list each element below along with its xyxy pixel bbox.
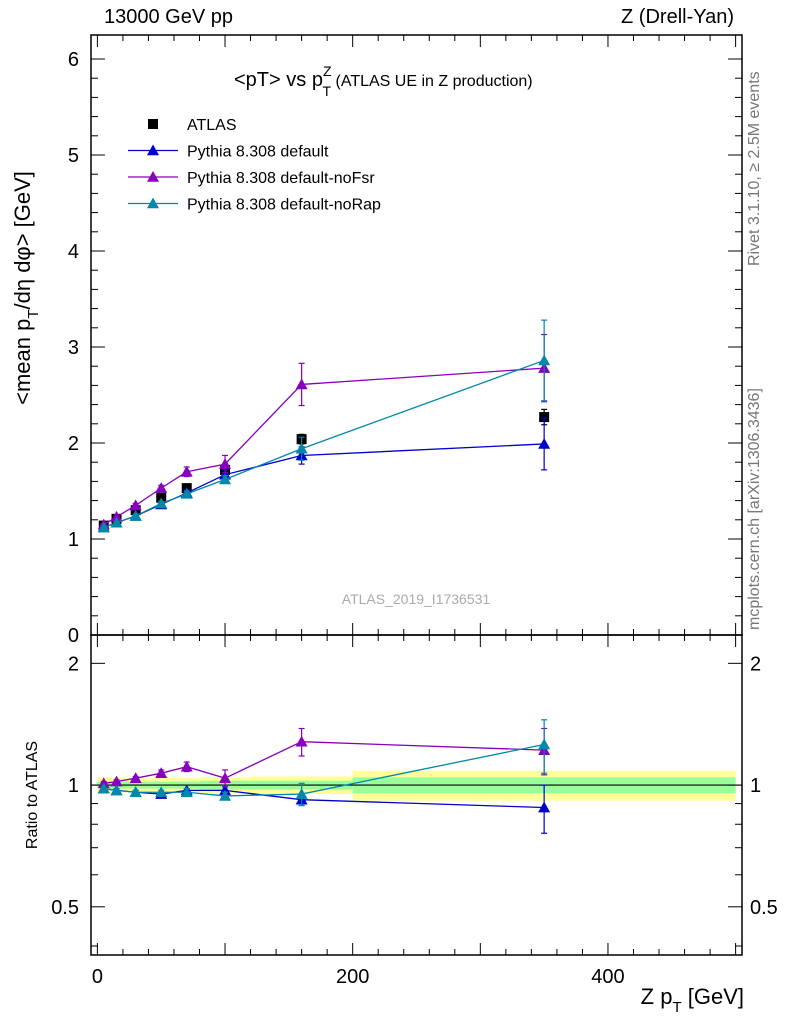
y-tick-label: 0 [68,625,79,647]
legend-label: ATLAS [187,117,237,134]
ratio-y-tick-label: 1 [68,775,79,797]
ratio-data-point [295,735,308,747]
data-point [180,465,193,477]
series-line [103,367,545,526]
y-tick-label: 3 [68,337,79,359]
y-tick-label: 5 [68,145,79,167]
legend-marker [147,144,159,156]
legend-label: Pythia 8.308 default-noFsr [187,170,375,187]
legend-marker [148,119,158,129]
ratio-data-point [180,760,193,772]
series-line [103,443,545,529]
data-point [180,487,193,499]
data-point [97,521,110,533]
legend-label: Pythia 8.308 default-noRap [187,197,381,214]
data-point [219,473,232,485]
series-pythia-8-308-default [97,417,551,533]
ratio-series-line [103,741,545,784]
series-atlas [98,408,550,531]
series-line [103,359,545,529]
legend-label: Pythia 8.308 default [187,144,329,161]
ratio-data-point [219,772,232,783]
ratio-y-tick-label-right: 1 [750,775,761,797]
ratio-data-point [110,784,123,796]
ratio-data-point [110,775,123,787]
series-pythia-8-308-default-nofsr [97,333,551,530]
data-point [538,354,551,366]
ratio-y-axis-title: Ratio to ATLAS [24,741,41,849]
ratio-data-point [97,782,110,794]
analysis-watermark: ATLAS_2019_I1736531 [342,591,491,607]
ratio-data-point [538,738,551,750]
ratio-uncertainty-bands [97,770,736,801]
data-point [110,510,123,522]
ratio-data-point [180,786,193,798]
data-point [129,499,142,511]
data-point [129,509,142,521]
data-point [110,516,123,528]
data-point [219,458,232,469]
ratio-data-point [155,767,168,778]
y-tick-label: 4 [68,241,79,263]
ratio-y-tick-label: 2 [68,653,79,675]
data-point [295,378,308,390]
header-left: 13000 GeV pp [104,6,233,28]
series-pythia-8-308-default-norap [97,319,551,533]
legend-marker [147,197,159,209]
ratio-data-point [155,786,168,798]
y-tick-label: 6 [68,49,79,71]
x-tick-label: 400 [591,966,624,988]
header-right: Z (Drell-Yan) [621,6,734,28]
ratio-data-point [538,801,551,813]
ratio-data-point [219,789,232,801]
data-point [155,482,168,493]
ratio-y-axis-ticks: 0.5 0.5 1 1 2 2 [51,653,778,947]
ratio-y-tick-label-right: 0.5 [750,897,778,919]
y-axis-title: <mean pT/dη dφ> [GeV] [10,171,42,405]
legend-marker [147,171,159,182]
ratio-plot-frame [90,634,743,956]
data-point [295,442,308,454]
ratio-y-tick-label: 0.5 [51,897,79,919]
legend: ATLAS Pythia 8.308 default Pythia 8.308 de… [128,117,381,214]
ratio-data-point [129,772,142,783]
data-point [155,497,168,509]
x-axis-title: Z pT [GeV] [641,984,744,1016]
data-point [538,437,551,449]
ratio-y-tick-label-right: 2 [750,653,761,675]
x-tick-label: 200 [336,966,369,988]
ratio-series-pythia-8-308-default-norap [97,719,551,807]
y-tick-label: 1 [68,529,79,551]
y-tick-label: 2 [68,433,79,455]
x-axis-ticks: 0 200 400 [92,35,737,988]
data-point [539,412,550,423]
main-y-axis-ticks: 0 1 2 3 4 5 6 [68,49,742,647]
ratio-data-point [295,788,308,799]
ratio-data-point [129,786,142,798]
chart-title: <pT> vs pZ T (ATLAS UE in Z production) [234,63,533,99]
x-tick-label: 0 [92,966,103,988]
